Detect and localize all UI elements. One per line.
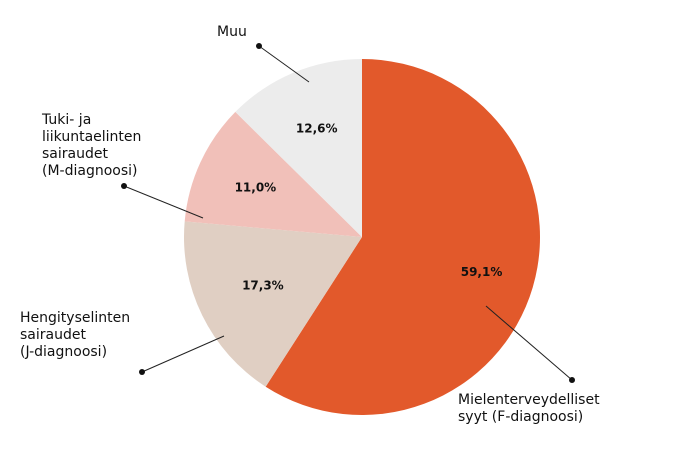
value-label-muu: 12,6% <box>296 122 338 136</box>
category-label-j: Hengityselinten sairaudet (J-diagnoosi) <box>20 310 130 360</box>
leader-line-muu <box>258 45 310 83</box>
category-label-m: Tuki- ja liikuntaelinten sairaudet (M-diagn… <box>41 112 141 179</box>
leader-dot-m <box>121 183 127 189</box>
category-label-f: Mielenterveydelliset syyt (F-diagnoosi) <box>458 392 600 425</box>
leader-line-f <box>485 305 573 381</box>
value-label-j: 17,3% <box>242 279 284 293</box>
leader-dot-muu <box>256 43 262 49</box>
callout-labels: Mielenterveydelliset syyt (F-diagnoosi) He… <box>20 24 600 425</box>
leader-line-j <box>141 335 225 373</box>
pie-slice-j <box>184 221 362 387</box>
leader-line-m <box>123 185 204 219</box>
leader-dot-j <box>139 369 145 375</box>
value-label-f: 59,1% <box>461 265 503 279</box>
pie-slice-m <box>184 111 362 237</box>
category-label-muu: Muu <box>217 24 247 40</box>
pie-slice-f <box>265 59 541 416</box>
value-label-m: 11,0% <box>235 181 277 195</box>
leader-dot-f <box>569 377 575 383</box>
value-labels: 59,1% 17,3% 11,0% 12,6% <box>235 122 503 293</box>
pie-slice-muu <box>235 59 362 237</box>
pie-slices <box>184 59 541 416</box>
